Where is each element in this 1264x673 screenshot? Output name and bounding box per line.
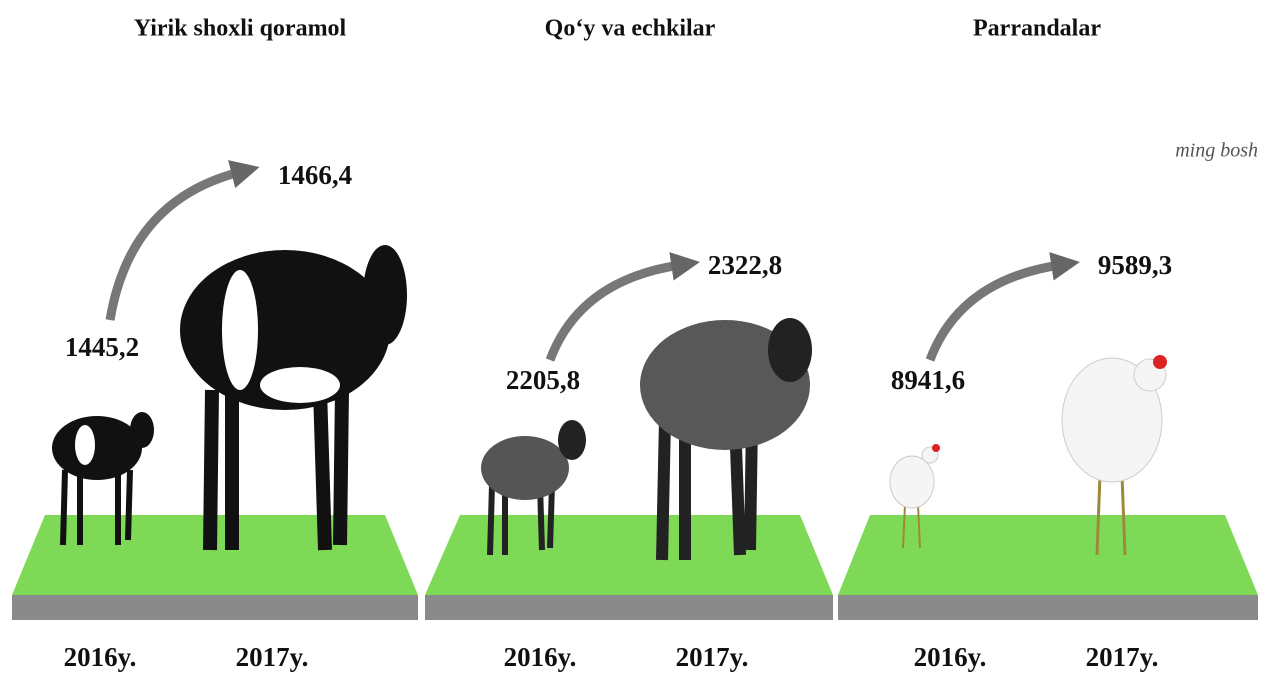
year-label: 2016y. <box>504 642 577 672</box>
value-label: 2322,8 <box>708 250 782 280</box>
platforms <box>12 515 1258 620</box>
value-label: 8941,6 <box>891 365 965 395</box>
group-title: Parrandalar <box>973 16 1101 42</box>
value-label: 2205,8 <box>506 365 580 395</box>
year-label: 2017y. <box>676 642 749 672</box>
arrows <box>105 160 1080 362</box>
cow-large <box>180 245 407 551</box>
chicken-small <box>889 444 940 549</box>
unit: ming bosh <box>1175 140 1258 162</box>
group-title: Yirik shoxli qoramol <box>134 16 347 42</box>
cow-small <box>52 412 154 546</box>
chicken-large <box>1061 355 1167 556</box>
value-label: 1445,2 <box>65 332 139 362</box>
year-label: 2016y. <box>914 642 987 672</box>
sheep-large <box>640 318 812 561</box>
year-label: 2016y. <box>64 642 137 672</box>
year-label: 2017y. <box>1086 642 1159 672</box>
group-title: Qo‘y va echkilar <box>545 16 716 42</box>
year-label: 2017y. <box>236 642 309 672</box>
value-label: 9589,3 <box>1098 250 1172 280</box>
sheep-small <box>481 420 586 556</box>
value-label: 1466,4 <box>278 160 352 190</box>
